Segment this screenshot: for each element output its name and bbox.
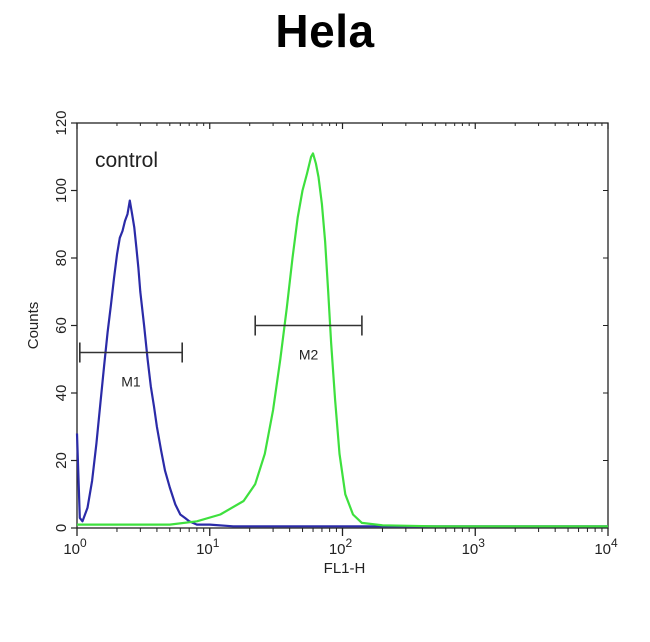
series-line-1 bbox=[75, 199, 608, 528]
x-tick-label: 101 bbox=[196, 536, 220, 558]
series-line-2 bbox=[77, 152, 608, 528]
y-tick-label: 20 bbox=[53, 452, 70, 469]
x-axis-label: FL1-H bbox=[324, 560, 366, 577]
x-tick-label: 103 bbox=[462, 536, 486, 558]
y-tick-label: 100 bbox=[53, 178, 70, 203]
y-tick-label: 40 bbox=[53, 385, 70, 402]
marker-m1-label: M1 bbox=[121, 374, 141, 390]
x-tick-label: 104 bbox=[594, 536, 618, 558]
y-tick-label: 80 bbox=[53, 250, 70, 267]
chart-title: Hela bbox=[275, 5, 375, 57]
x-tick-label: 100 bbox=[63, 536, 87, 558]
y-axis-label: Counts bbox=[25, 302, 42, 350]
y-tick-label: 0 bbox=[53, 524, 70, 532]
x-tick-label: 102 bbox=[329, 536, 353, 558]
y-tick-label: 120 bbox=[53, 110, 70, 135]
control-label: control bbox=[95, 149, 158, 172]
y-tick-label: 60 bbox=[53, 317, 70, 334]
marker-m2-label: M2 bbox=[299, 347, 319, 363]
